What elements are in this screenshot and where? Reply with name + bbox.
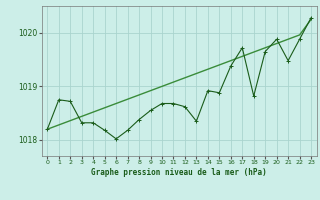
X-axis label: Graphe pression niveau de la mer (hPa): Graphe pression niveau de la mer (hPa): [91, 168, 267, 177]
